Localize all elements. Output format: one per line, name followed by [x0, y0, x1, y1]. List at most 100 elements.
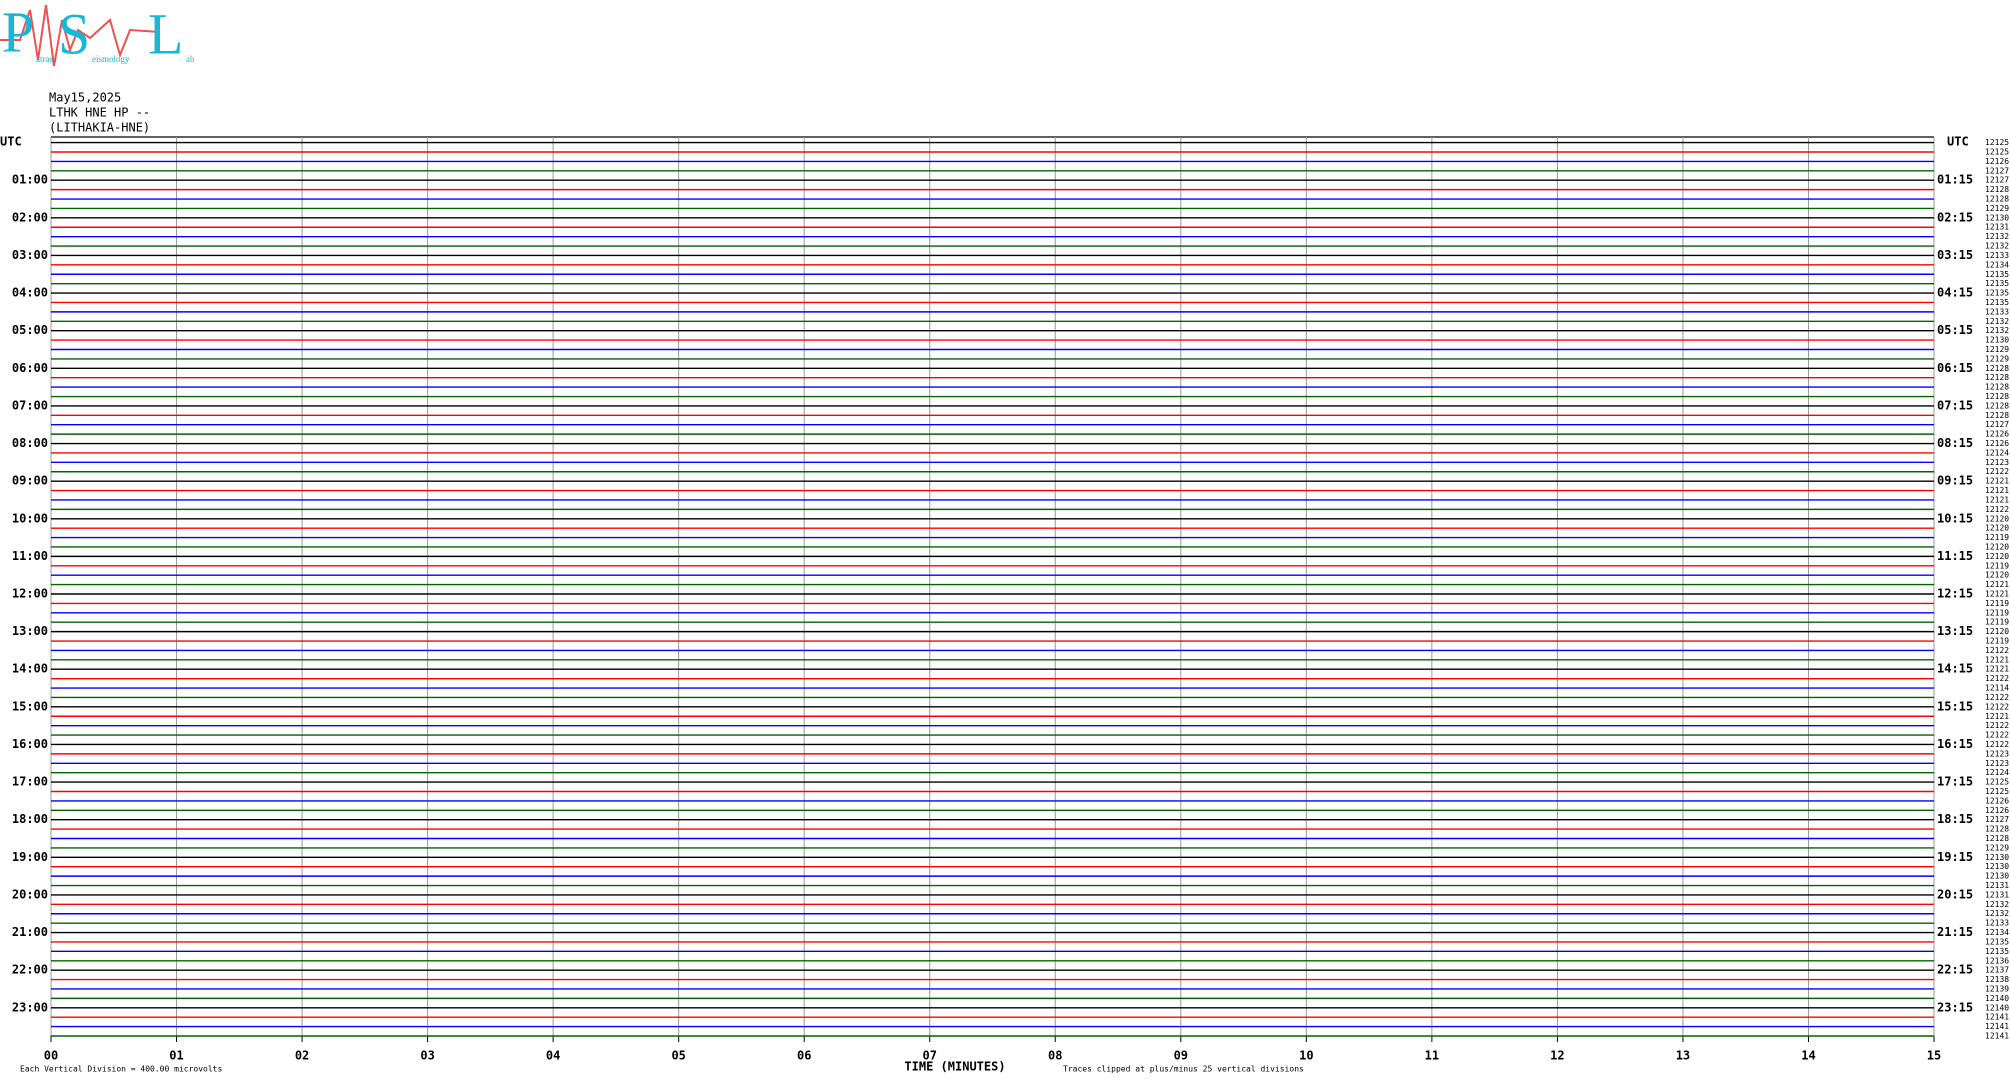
- trace-count: 12140: [1985, 994, 2009, 1003]
- trace-count: 12131: [1985, 890, 2009, 899]
- trace-count: 12121: [1985, 655, 2009, 664]
- hour-label: 12:00: [12, 587, 48, 601]
- x-tick-label: 02: [295, 1049, 309, 1063]
- trace-count: 12134: [1985, 928, 2009, 937]
- hour-label: 13:00: [12, 624, 48, 638]
- hour-label: 10:00: [12, 511, 48, 525]
- hour-label: 04:00: [12, 286, 48, 300]
- logo-letter: L: [148, 1, 183, 66]
- trace-count: 12132: [1985, 326, 2009, 335]
- hour-end-label: 17:15: [1937, 775, 1973, 789]
- hour-end-label: 15:15: [1937, 699, 1973, 713]
- trace-count: 12127: [1985, 166, 2009, 175]
- trace-count: 12141: [1985, 1032, 2009, 1041]
- trace-count: 12141: [1985, 1022, 2009, 1031]
- hour-label: 17:00: [12, 775, 48, 789]
- trace-count: 12119: [1985, 533, 2009, 542]
- x-tick-label: 08: [1048, 1049, 1062, 1063]
- hour-end-label: 16:15: [1937, 737, 1973, 751]
- trace-count: 12114: [1985, 684, 2009, 693]
- trace-count: 12126: [1985, 157, 2009, 166]
- trace-count: 12121: [1985, 477, 2009, 486]
- x-tick-label: 01: [169, 1049, 183, 1063]
- hour-end-label: 03:15: [1937, 248, 1973, 262]
- hour-end-label: 05:15: [1937, 323, 1973, 337]
- hour-end-label: 13:15: [1937, 624, 1973, 638]
- logo-word: atras: [36, 54, 53, 64]
- trace-count: 12128: [1985, 195, 2009, 204]
- hour-end-label: 09:15: [1937, 474, 1973, 488]
- logo-word: eismology: [92, 54, 130, 64]
- logo-wave: [0, 4, 161, 67]
- trace-count: 12122: [1985, 505, 2009, 514]
- hour-end-label: 14:15: [1937, 662, 1973, 676]
- trace-count: 12133: [1985, 919, 2009, 928]
- trace-count: 12129: [1985, 354, 2009, 363]
- trace-count: 12131: [1985, 881, 2009, 890]
- hour-label: 22:00: [12, 963, 48, 977]
- trace-count: 12138: [1985, 975, 2009, 984]
- hour-label: 05:00: [12, 323, 48, 337]
- x-tick-label: 07: [923, 1049, 937, 1063]
- hour-end-label: 10:15: [1937, 511, 1973, 525]
- hour-label: 09:00: [12, 474, 48, 488]
- hour-end-label: 04:15: [1937, 286, 1973, 300]
- trace-count: 12125: [1985, 148, 2009, 157]
- trace-count: 12137: [1985, 966, 2009, 975]
- trace-count: 12122: [1985, 693, 2009, 702]
- trace-count: 12122: [1985, 467, 2009, 476]
- x-tick-label: 14: [1801, 1049, 1815, 1063]
- trace-count: 12135: [1985, 289, 2009, 298]
- x-tick-label: 03: [420, 1049, 434, 1063]
- right-corner: UTC: [1947, 135, 1969, 149]
- hour-label: 19:00: [12, 850, 48, 864]
- hour-label: 01:00: [12, 173, 48, 187]
- trace-count: 12135: [1985, 947, 2009, 956]
- trace-count: 12120: [1985, 627, 2009, 636]
- axis-label: TIME (MINUTES): [904, 1060, 1005, 1074]
- trace-count: 12123: [1985, 759, 2009, 768]
- trace-count: 12128: [1985, 185, 2009, 194]
- trace-count: 12128: [1985, 401, 2009, 410]
- trace-count: 12120: [1985, 571, 2009, 580]
- trace-count: 12119: [1985, 599, 2009, 608]
- hour-label: 02:00: [12, 210, 48, 224]
- logo-word: ab: [186, 54, 195, 64]
- trace-count: 12127: [1985, 420, 2009, 429]
- trace-count: 12128: [1985, 834, 2009, 843]
- trace-count: 12121: [1985, 665, 2009, 674]
- trace-count: 12128: [1985, 373, 2009, 382]
- trace-count: 12122: [1985, 646, 2009, 655]
- trace-count: 12126: [1985, 796, 2009, 805]
- hour-label: 18:00: [12, 812, 48, 826]
- hour-end-label: 20:15: [1937, 887, 1973, 901]
- hour-end-label: 07:15: [1937, 398, 1973, 412]
- trace-count: 12128: [1985, 383, 2009, 392]
- logo-letter: P: [2, 0, 34, 64]
- header-site: (LITHAKIA-HNE): [49, 121, 150, 135]
- footer-scale: Each Vertical Division = 400.00 microvol…: [20, 1065, 222, 1074]
- trace-count: 12130: [1985, 872, 2009, 881]
- hour-end-label: 18:15: [1937, 812, 1973, 826]
- trace-count: 12129: [1985, 843, 2009, 852]
- hour-end-label: 08:15: [1937, 436, 1973, 450]
- trace-count: 12135: [1985, 270, 2009, 279]
- trace-count: 12139: [1985, 984, 2009, 993]
- x-tick-label: 04: [546, 1049, 560, 1063]
- x-tick-label: 10: [1299, 1049, 1313, 1063]
- trace-count: 12122: [1985, 702, 2009, 711]
- trace-count: 12123: [1985, 749, 2009, 758]
- logo: P S L atras eismology ab: [0, 0, 195, 66]
- x-tick-label: 05: [671, 1049, 685, 1063]
- hour-end-label: 21:15: [1937, 925, 1973, 939]
- trace-count: 12126: [1985, 439, 2009, 448]
- trace-count: 12124: [1985, 768, 2009, 777]
- x-tick-label: 00: [44, 1049, 58, 1063]
- trace-count: 12121: [1985, 495, 2009, 504]
- hour-label: 20:00: [12, 887, 48, 901]
- hour-label: 21:00: [12, 925, 48, 939]
- trace-count: 12135: [1985, 279, 2009, 288]
- trace-count: 12129: [1985, 345, 2009, 354]
- x-tick-label: 06: [797, 1049, 811, 1063]
